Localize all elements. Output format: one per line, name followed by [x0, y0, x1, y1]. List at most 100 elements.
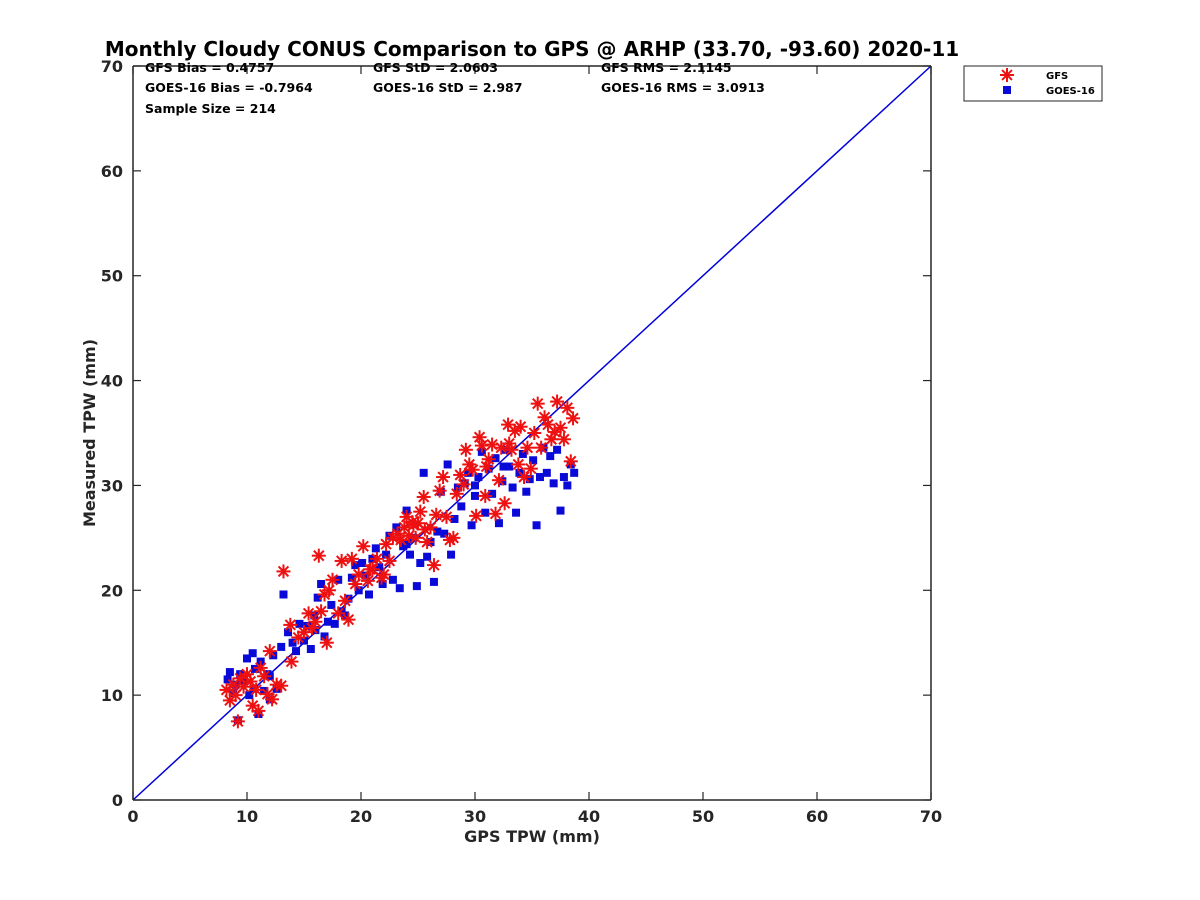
y-tick-label: 50: [101, 267, 123, 286]
goes-16-point: [248, 649, 257, 658]
gfs-point: [408, 530, 423, 545]
gfs-point: [274, 678, 289, 693]
legend-gfs-marker: [1000, 68, 1014, 82]
goes-16-point: [354, 586, 363, 595]
goes-16-point: [392, 523, 401, 532]
gfs-point: [376, 567, 391, 582]
goes-16-point: [535, 473, 544, 482]
goes-16-point: [549, 479, 558, 488]
y-tick-label: 0: [112, 791, 123, 810]
y-tick-label: 40: [101, 372, 123, 391]
legend-goes-square-icon: [1003, 86, 1011, 94]
goes-16-point: [375, 563, 384, 572]
gfs-point: [465, 462, 480, 477]
gfs-point: [369, 551, 384, 566]
goes-16-point: [320, 632, 329, 641]
goes-16-point: [388, 575, 397, 584]
goes-16-point: [279, 590, 288, 599]
gfs-point: [360, 573, 375, 588]
goes-16-point: [358, 559, 367, 568]
goes-16-point: [457, 502, 466, 511]
x-tick-label: 70: [920, 807, 942, 826]
gfs-point: [276, 564, 291, 579]
goes-16-point: [529, 456, 538, 465]
legend-gfs-asterisk-icon: [1000, 68, 1014, 82]
goes-16-point: [518, 449, 527, 458]
gfs-point: [469, 508, 484, 523]
y-axis-label: Measured TPW (mm): [80, 339, 99, 527]
goes-16-point: [288, 638, 297, 647]
gfs-point: [449, 486, 464, 501]
goes-16-point: [499, 462, 508, 471]
goes-16-point: [303, 621, 312, 630]
goes-16-point: [423, 552, 432, 561]
goes-16-point: [433, 527, 442, 536]
gfs-point: [513, 419, 528, 434]
stat-goes-bias: GOES-16 Bias = -0.7964: [145, 80, 313, 95]
gfs-point: [479, 459, 494, 474]
goes-16-point: [481, 508, 490, 517]
data-points: [219, 394, 581, 729]
y-tick-label: 20: [101, 581, 123, 600]
goes-16-point: [317, 579, 326, 588]
stats-block: GFS Bias = 0.4757 GFS StD = 2.0603 GFS R…: [145, 60, 765, 116]
gfs-point: [517, 470, 532, 485]
gfs-point: [491, 473, 506, 488]
goes-16-point: [453, 483, 462, 492]
gfs-point: [243, 674, 258, 689]
gfs-point: [228, 688, 243, 703]
stat-sample-size: Sample Size = 214: [145, 101, 276, 116]
goes-16-point: [488, 489, 497, 498]
goes-16-point: [406, 550, 415, 559]
axis-ticks: 0 10 20 30 40 50 60 70 0 10 20 30 40 50 60 70: [101, 57, 942, 826]
gfs-point: [314, 604, 329, 619]
stat-gfs-rms: GFS RMS = 2.1145: [601, 60, 732, 75]
gfs-point: [502, 436, 517, 451]
gfs-point: [301, 606, 316, 621]
gfs-point: [331, 606, 346, 621]
gfs-point: [458, 442, 473, 457]
gfs-point: [257, 669, 272, 684]
goes-16-point: [412, 582, 421, 591]
x-tick-label: 20: [350, 807, 372, 826]
gfs-point: [284, 654, 299, 669]
goes-16-point: [416, 559, 425, 568]
goes-16-point: [371, 544, 380, 553]
gfs-point: [511, 457, 526, 472]
gfs-point: [344, 551, 359, 566]
gfs-point: [283, 617, 298, 632]
goes-16-point: [292, 647, 301, 656]
goes-16-point: [491, 454, 500, 463]
gfs-point: [319, 635, 334, 650]
gfs-point: [265, 692, 280, 707]
x-axis-label: GPS TPW (mm): [464, 827, 600, 846]
goes-16-point: [223, 675, 232, 684]
gfs-point: [334, 553, 349, 568]
gfs-point: [325, 572, 340, 587]
gfs-point: [560, 400, 575, 415]
goes-16-point: [542, 468, 551, 477]
goes-16-point: [467, 521, 476, 530]
goes-16-point: [464, 468, 473, 477]
gfs-point: [474, 438, 489, 453]
gfs-point: [308, 614, 323, 629]
goes-16-point: [471, 481, 479, 490]
gfs-point: [472, 430, 487, 445]
gfs-point: [520, 440, 535, 455]
gfs-point: [456, 477, 471, 492]
goes-16-point: [505, 462, 514, 471]
goes-16-point: [440, 529, 449, 538]
x-tick-label: 10: [236, 807, 258, 826]
gfs-point: [230, 714, 245, 729]
x-tick-label: 50: [692, 807, 714, 826]
goes-16-point: [243, 654, 251, 663]
goes-16-point: [330, 619, 339, 628]
gfs-point: [481, 452, 496, 467]
y-tick-label: 70: [101, 57, 123, 76]
goes-16-point: [522, 487, 531, 496]
goes-16-point: [494, 519, 503, 528]
gfs-point: [249, 682, 264, 697]
gfs-point: [382, 553, 397, 568]
gfs-point: [527, 426, 542, 440]
